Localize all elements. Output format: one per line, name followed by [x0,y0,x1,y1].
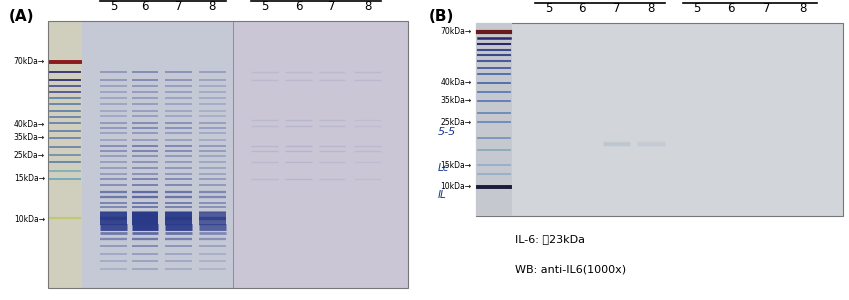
Text: WB: anti-IL6(1000x): WB: anti-IL6(1000x) [514,264,626,274]
Bar [82,21,233,288]
Text: 35kDa→: 35kDa→ [441,96,472,105]
Bar [48,21,408,288]
Text: 5: 5 [693,2,700,15]
Text: 8: 8 [800,2,807,15]
Text: (A): (A) [8,9,34,24]
Text: 6: 6 [141,1,149,13]
Text: 40kDa→: 40kDa→ [441,78,472,87]
Text: 10kDa→: 10kDa→ [441,182,472,191]
Text: 7: 7 [613,2,621,15]
Text: 25kDa→: 25kDa→ [441,118,472,127]
Bar [476,22,842,216]
Bar [48,21,82,288]
Text: 5: 5 [261,1,268,13]
Bar [476,22,513,216]
Text: 7: 7 [763,2,770,15]
Text: 6: 6 [728,2,735,15]
Text: 10kDa→: 10kDa→ [14,214,45,224]
Text: 15kDa→: 15kDa→ [14,174,45,183]
Text: 70kDa→: 70kDa→ [14,57,45,66]
Text: IL-6: 약23kDa: IL-6: 약23kDa [514,234,585,244]
Text: 25kDa→: 25kDa→ [14,151,45,160]
Bar [233,21,408,288]
Text: 5: 5 [110,1,117,13]
Text: 5-5: 5-5 [437,127,456,137]
Text: 7: 7 [329,1,335,13]
Text: Lc: Lc [437,163,449,173]
Text: 70kDa→: 70kDa→ [441,27,472,36]
Text: 7: 7 [175,1,183,13]
Text: 8: 8 [209,1,216,13]
Text: IL: IL [437,190,447,200]
Text: 5: 5 [545,2,553,15]
Text: 15kDa→: 15kDa→ [441,160,472,169]
Text: (B): (B) [429,9,454,24]
Text: 40kDa→: 40kDa→ [14,120,45,129]
Text: 8: 8 [647,2,655,15]
Text: 6: 6 [295,1,302,13]
Text: 6: 6 [578,2,586,15]
Text: 8: 8 [364,1,371,13]
Text: 35kDa→: 35kDa→ [14,134,45,142]
